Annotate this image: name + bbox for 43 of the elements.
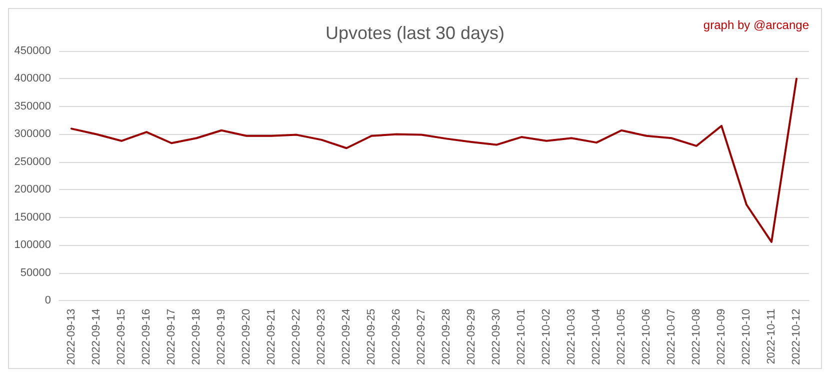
x-tick-label: 2022-09-27	[416, 308, 428, 366]
x-tick-label: 2022-10-11	[766, 308, 778, 364]
x-tick-label: 2022-10-10	[740, 308, 752, 366]
y-tick-label: 450000	[14, 45, 51, 57]
y-tick-label: 250000	[14, 156, 51, 168]
x-tick-label: 2022-09-25	[366, 308, 378, 366]
x-tick-label: 2022-09-26	[390, 308, 402, 366]
x-tick-label: 2022-10-03	[566, 308, 578, 366]
y-tick-label: 150000	[14, 211, 51, 224]
chart-title: Upvotes (last 30 days)	[325, 23, 505, 43]
x-tick-label: 2022-09-19	[216, 308, 228, 366]
x-tick-label: 2022-10-12	[790, 308, 802, 366]
x-tick-label: 2022-09-13	[66, 308, 78, 366]
x-tick-label: 2022-10-01	[516, 308, 528, 366]
line-series	[70, 78, 798, 243]
x-tick-label: 2022-09-14	[90, 308, 102, 366]
x-tick-label: 2022-09-28	[440, 308, 452, 366]
x-tick-label: 2022-10-08	[690, 308, 702, 366]
y-tick-label: 300000	[14, 128, 51, 140]
x-tick-label: 2022-09-22	[290, 308, 302, 366]
x-tick-label: 2022-09-24	[340, 308, 352, 366]
x-tick-label: 2022-09-16	[140, 308, 152, 366]
y-tick-label: 0	[44, 294, 51, 307]
x-tick-label: 2022-09-18	[190, 308, 202, 366]
y-tick-label: 200000	[14, 184, 51, 196]
x-tick-label: 2022-10-05	[616, 308, 628, 366]
y-tick-label: 50000	[20, 266, 51, 279]
y-tick-label: 350000	[14, 100, 51, 112]
x-tick-label: 2022-09-21	[266, 308, 278, 366]
x-tick-label: 2022-10-04	[590, 308, 602, 366]
x-tick-label: 2022-09-29	[466, 308, 478, 366]
y-tick-label: 100000	[14, 239, 51, 252]
x-tick-label: 2022-09-30	[490, 308, 502, 366]
x-tick-label: 2022-10-06	[640, 308, 652, 366]
x-tick-label: 2022-10-07	[666, 308, 678, 366]
x-tick-label: 2022-10-09	[716, 308, 728, 366]
x-tick-label: 2022-09-15	[116, 308, 128, 366]
x-tick-label: 2022-10-02	[540, 308, 552, 366]
x-tick-label: 2022-09-17	[166, 308, 178, 366]
x-tick-label: 2022-09-23	[316, 308, 328, 366]
x-tick-label: 2022-09-20	[240, 308, 252, 366]
text: graph by @arcange	[703, 18, 810, 32]
y-tick-label: 400000	[14, 72, 51, 85]
